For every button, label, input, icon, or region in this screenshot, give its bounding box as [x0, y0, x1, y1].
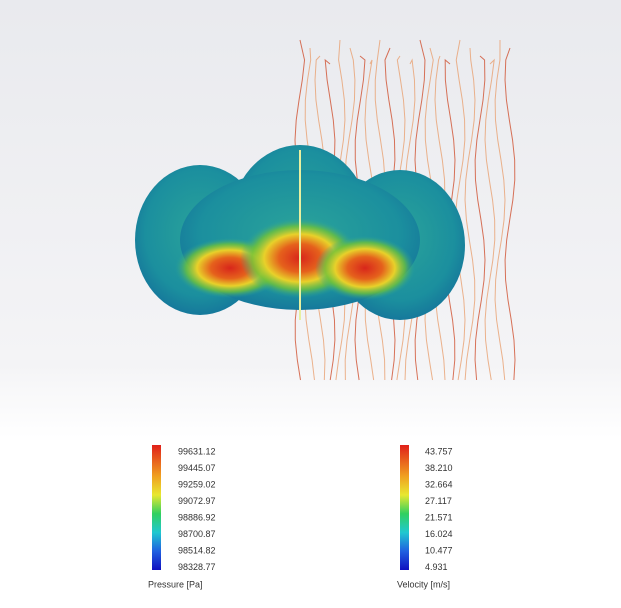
pressure-label: 99259.02 [178, 479, 216, 489]
velocity-title: Velocity [m/s] [397, 579, 450, 589]
pressure-label: 98886.92 [178, 512, 216, 522]
pressure-label: 99445.07 [178, 463, 216, 473]
velocity-label: 38.210 [425, 463, 453, 473]
velocity-label: 4.931 [425, 562, 448, 572]
velocity-label: 21.571 [425, 512, 453, 522]
velocity-colorbar [400, 445, 409, 570]
pressure-colorbar [152, 445, 161, 570]
velocity-label: 43.757 [425, 446, 453, 456]
pressure-label: 99631.12 [178, 446, 216, 456]
pressure-label: 98514.82 [178, 545, 216, 555]
velocity-label: 32.664 [425, 479, 453, 489]
simulation-view: Pressure [Pa] Velocity [m/s] 99631.12 994… [0, 0, 621, 608]
velocity-label: 27.117 [425, 496, 452, 506]
pressure-title: Pressure [Pa] [148, 579, 203, 589]
pressure-label: 98328.77 [178, 562, 216, 572]
pressure-label: 99072.97 [178, 496, 216, 506]
velocity-label: 10.477 [425, 545, 453, 555]
pressure-label: 98700.87 [178, 529, 216, 539]
velocity-label: 16.024 [425, 529, 453, 539]
